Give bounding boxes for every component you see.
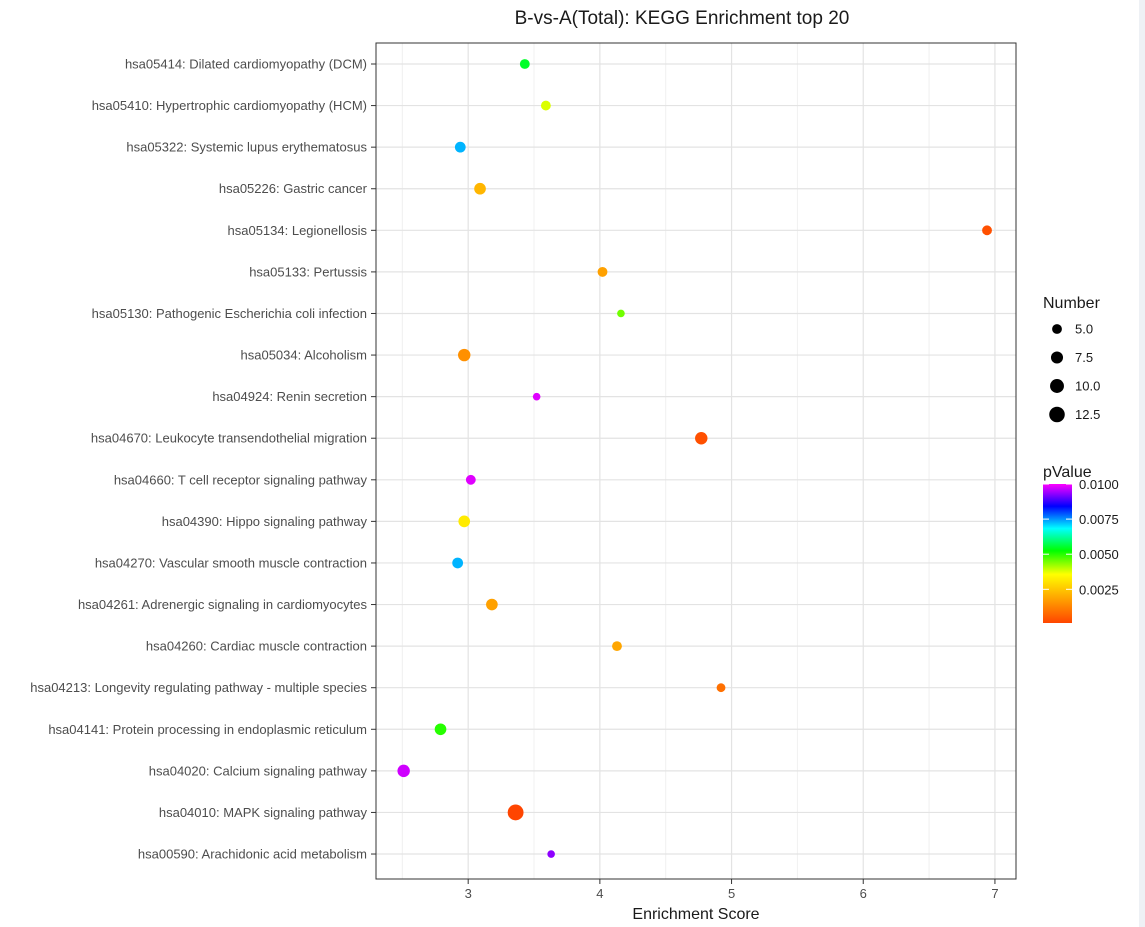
data-point (486, 598, 498, 611)
x-axis-ticks: 3 4 5 6 7 (465, 879, 999, 901)
points-layer (397, 59, 992, 858)
x-tick-label: 3 (465, 886, 472, 901)
y-tick-label: hsa04660: T cell receptor signaling path… (114, 472, 368, 487)
data-point (465, 474, 476, 485)
data-point (519, 59, 530, 69)
data-point (397, 764, 410, 778)
y-tick-label: hsa00590: Arachidonic acid metabolism (138, 847, 367, 862)
y-tick-label: hsa04270: Vascular smooth muscle contrac… (95, 555, 367, 570)
data-point (716, 683, 726, 693)
data-point (507, 804, 524, 821)
y-tick-label: hsa04141: Protein processing in endoplas… (48, 722, 367, 737)
y-tick-label: hsa05322: Systemic lupus erythematosus (126, 140, 367, 155)
y-tick-label: hsa04020: Calcium signaling pathway (149, 763, 368, 778)
y-tick-label: hsa04670: Leukocyte transendothelial mig… (91, 431, 367, 446)
y-tick-label: hsa05410: Hypertrophic cardiomyopathy (H… (92, 98, 367, 113)
x-axis-title: Enrichment Score (632, 906, 759, 923)
color-legend-label: 0.0025 (1079, 582, 1119, 597)
window-edge-strip (1139, 0, 1145, 927)
plot-panel-border (375, 42, 1017, 880)
color-legend-label: 0.0050 (1079, 547, 1119, 562)
data-point (982, 225, 992, 236)
y-tick-label: hsa04213: Longevity regulating pathway -… (30, 680, 367, 695)
x-tick-label: 6 (860, 886, 867, 901)
size-legend-label: 7.5 (1075, 350, 1093, 365)
grid-layer (376, 43, 1016, 879)
data-point (458, 348, 471, 362)
data-point (617, 309, 625, 318)
color-legend-title: pValue (1043, 464, 1092, 481)
size-legend-label: 5.0 (1075, 322, 1093, 337)
y-tick-label: hsa04261: Adrenergic signaling in cardio… (78, 597, 368, 612)
size-legend-swatch (1049, 406, 1065, 423)
y-tick-label: hsa05226: Gastric cancer (219, 181, 368, 196)
y-tick-label: hsa04010: MAPK signaling pathway (159, 805, 368, 820)
data-point (695, 431, 708, 445)
y-tick-label: hsa05034: Alcoholism (241, 348, 367, 363)
data-point (454, 141, 466, 153)
data-point (597, 266, 608, 277)
y-tick-label: hsa05414: Dilated cardiomyopathy (DCM) (125, 57, 367, 72)
data-point (452, 557, 464, 569)
color-legend: pValue 0.0100 0.0075 0.0050 0.0025 (1043, 464, 1119, 623)
data-point (532, 392, 541, 401)
y-axis-labels: hsa05414: Dilated cardiomyopathy (DCM) hs… (30, 57, 376, 862)
color-legend-label: 0.0100 (1079, 477, 1119, 492)
chart-title: B-vs-A(Total): KEGG Enrichment top 20 (515, 8, 850, 29)
size-legend-swatch (1052, 324, 1062, 334)
y-tick-label: hsa04924: Renin secretion (212, 389, 367, 404)
data-point (458, 515, 471, 528)
data-point (612, 641, 622, 652)
color-legend-label: 0.0075 (1079, 512, 1119, 527)
y-tick-label: hsa04260: Cardiac muscle contraction (146, 639, 367, 654)
data-point (434, 723, 447, 736)
size-legend-title: Number (1043, 295, 1101, 312)
data-point (547, 850, 555, 858)
size-legend: Number 5.0 7.5 10.0 12.5 (1043, 295, 1101, 423)
size-legend-label: 10.0 (1075, 379, 1100, 394)
x-tick-label: 5 (728, 886, 735, 901)
y-tick-label: hsa04390: Hippo signaling pathway (162, 514, 368, 529)
y-tick-label: hsa05134: Legionellosis (228, 223, 368, 238)
x-tick-label: 4 (596, 886, 603, 901)
size-legend-label: 12.5 (1075, 407, 1100, 422)
size-legend-swatch (1050, 379, 1064, 393)
data-point (540, 100, 551, 111)
x-tick-label: 7 (991, 886, 998, 901)
y-tick-label: hsa05133: Pertussis (249, 264, 367, 279)
size-legend-swatch (1050, 351, 1064, 364)
y-tick-label: hsa05130: Pathogenic Escherichia coli in… (92, 306, 367, 321)
color-bar (1043, 484, 1072, 623)
data-point (474, 182, 486, 195)
